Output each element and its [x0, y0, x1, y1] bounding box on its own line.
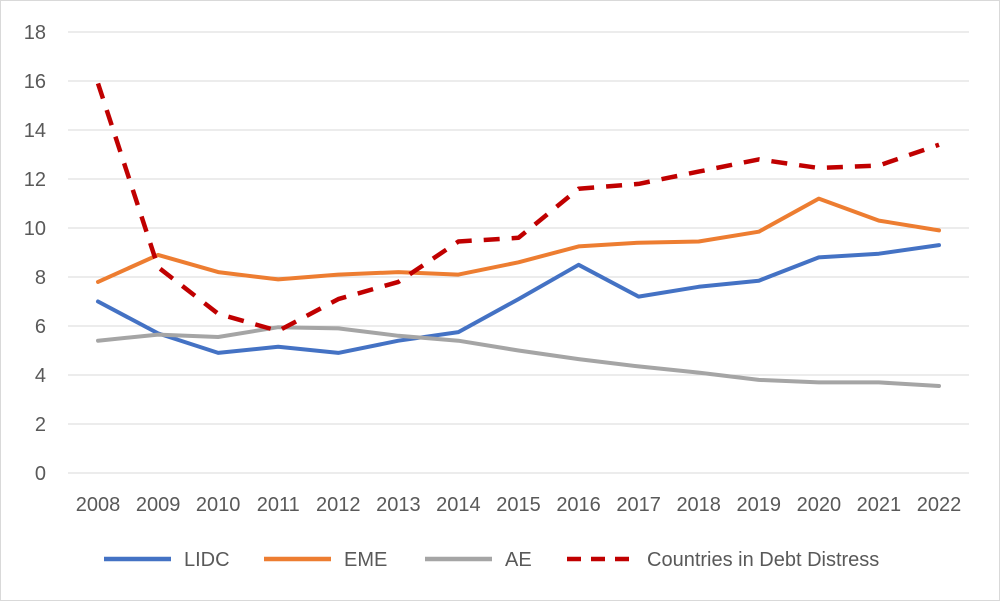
series-lines	[95, 82, 941, 388]
y-tick-label: 12	[24, 169, 46, 191]
y-tick-label: 10	[24, 218, 46, 240]
x-tick-label: 2019	[737, 494, 782, 516]
x-tick-label: 2012	[316, 494, 361, 516]
x-tick-label: 2015	[496, 494, 541, 516]
y-tick-label: 16	[24, 71, 46, 93]
legend: LIDC EME AE Countries in Debt Distress	[104, 549, 879, 571]
x-tick-label: 2018	[676, 494, 721, 516]
y-tick-label: 6	[35, 316, 46, 338]
legend-label: AE	[505, 549, 532, 571]
legend-label: LIDC	[184, 549, 230, 571]
x-tick-label: 2010	[196, 494, 241, 516]
x-tick-label: 2011	[257, 494, 300, 516]
series-line-lidc	[96, 243, 941, 355]
x-tick-label: 2008	[76, 494, 121, 516]
y-tick-label: 18	[24, 22, 46, 44]
y-tick-label: 8	[35, 267, 46, 289]
x-tick-label: 2013	[376, 494, 421, 516]
x-tick-label: 2016	[556, 494, 601, 516]
legend-label: Countries in Debt Distress	[647, 549, 879, 571]
y-tick-label: 0	[35, 463, 46, 485]
x-tick-label: 2017	[616, 494, 661, 516]
series-line-countries-in-debt-distress	[95, 82, 940, 334]
x-tick-label: 2022	[917, 494, 962, 516]
x-axis-ticks: 2008 2009 2010 2011 2012 2013 2014 2015 2016 2017…	[76, 494, 961, 516]
legend-label: EME	[344, 549, 387, 571]
gridlines	[68, 31, 969, 474]
x-tick-label: 2014	[436, 494, 481, 516]
series-line-ae	[96, 325, 941, 388]
x-tick-label: 2009	[136, 494, 181, 516]
y-tick-label: 14	[24, 120, 46, 142]
x-tick-label: 2021	[857, 494, 902, 516]
y-axis-ticks: 0 2 4 6 8 10 12 14 16 18	[24, 22, 46, 485]
x-tick-label: 2020	[797, 494, 842, 516]
y-tick-label: 2	[35, 414, 46, 436]
y-tick-label: 4	[35, 365, 46, 387]
series-line-eme	[96, 196, 941, 284]
